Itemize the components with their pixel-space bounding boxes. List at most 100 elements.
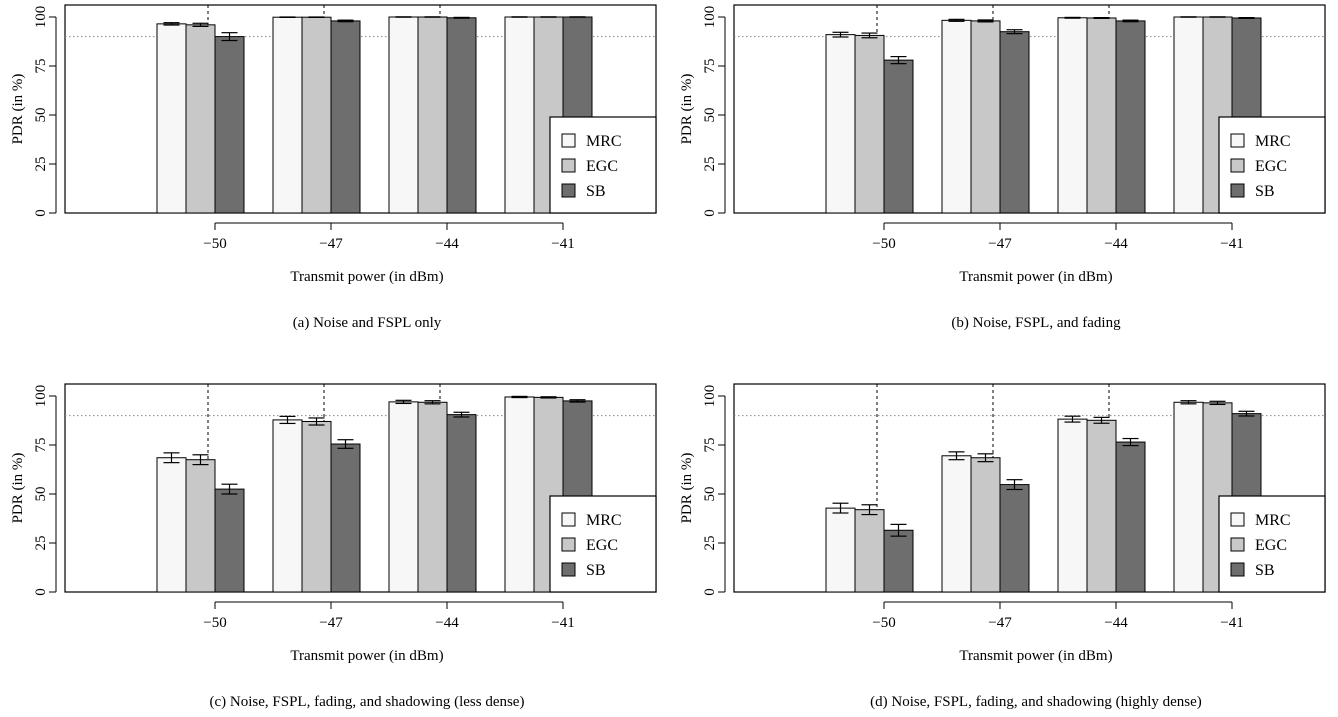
legend-swatch [561,158,576,173]
x-tick-label: −44 [1104,615,1128,631]
bar-mrc [941,455,972,593]
error-bar-sb [453,411,470,418]
bar-mrc [156,23,187,214]
error-bar-mrc [948,451,965,461]
error-bar-mrc [1180,400,1197,405]
bar-egc [854,509,885,593]
error-bar-sb [453,16,470,19]
bar-egc [1086,17,1117,214]
legend-swatch [1230,537,1245,552]
legend-item-mrc: MRC [561,133,622,150]
x-tick-label: −41 [1220,615,1243,631]
error-bar-egc [861,32,878,39]
bar-mrc [825,34,856,214]
error-bar-sb [1006,29,1023,35]
chart-panel-d: 0 25 50 75 100 PDR (in %) −50 −47 −44 −41 Transmit… [679,383,1326,710]
bar-mrc [1173,401,1204,593]
legend-label: EGC [1255,537,1287,554]
caption: (c) Noise, FSPL, fading, and shadowing (… [210,694,525,710]
legend-swatch [561,537,576,552]
y-axis-title: PDR (in %) [10,453,26,524]
y-tick-label: 75 [33,438,49,453]
bar-sb [446,17,477,214]
y-tick-label: 100 [702,6,718,29]
x-tick-label: −50 [872,236,895,252]
legend-item-mrc: MRC [1230,133,1291,150]
x-tick-label: −41 [551,236,574,252]
error-bar-sb [1122,437,1139,447]
x-tick-label: −41 [551,615,574,631]
bar-sb [1115,20,1146,214]
x-tick-label: −44 [1104,236,1128,252]
bar-mrc [272,419,303,593]
bar-sb [1115,441,1146,593]
y-tick-label: 75 [33,59,49,74]
error-bar-sb [569,399,586,403]
legend-swatch [1230,512,1245,527]
error-bar-egc [1093,416,1110,424]
legend-item-egc: EGC [561,158,618,175]
legend-swatch [561,133,576,148]
bar-mrc [504,16,535,214]
bar-egc [970,457,1001,593]
x-axis-title: Transmit power (in dBm) [959,269,1112,285]
bar-mrc [388,16,419,214]
bar-sb [446,414,477,593]
bar-sb [214,488,245,593]
error-bar-mrc [163,452,180,464]
caption: (a) Noise and FSPL only [293,315,442,331]
bar-sb [883,59,914,214]
y-tick-label: 75 [702,438,718,453]
x-tick-label: −47 [319,236,343,252]
legend: MRC EGC SB [1218,116,1326,214]
bar-egc [301,420,332,593]
bar-mrc [1173,16,1204,214]
error-bar-egc [1209,400,1226,406]
bar-egc [854,34,885,214]
error-bar-egc [424,400,441,405]
x-axis-title: Transmit power (in dBm) [290,269,443,285]
error-bar-mrc [1064,415,1081,423]
legend-label: MRC [586,512,622,529]
y-tick-label: 25 [702,157,718,172]
error-bar-sb [890,523,907,537]
y-tick-label: 100 [33,385,49,408]
error-bar-sb [337,439,354,449]
x-axis-title: Transmit power (in dBm) [959,648,1112,664]
error-bar-egc [1093,16,1110,19]
error-bar-mrc [163,22,180,26]
error-bar-mrc [832,31,849,38]
legend: MRC EGC SB [1218,495,1326,593]
x-tick-label: −50 [872,615,895,631]
bar-egc [417,401,448,593]
legend: MRC EGC SB [549,116,657,214]
legend-swatch [561,562,576,577]
legend-label: SB [1255,562,1275,579]
legend-label: EGC [1255,158,1287,175]
error-bar-sb [1122,19,1139,23]
x-tick-label: −47 [319,615,343,631]
error-bar-egc [192,22,209,28]
legend-label: EGC [586,537,618,554]
bar-egc [417,16,448,214]
legend-label: SB [1255,183,1275,200]
y-axis-title: PDR (in %) [679,453,695,524]
legend-label: MRC [1255,133,1291,150]
bar-mrc [156,457,187,593]
y-tick-label: 100 [702,385,718,408]
y-tick-label: 25 [702,536,718,551]
bar-sb [330,20,361,214]
y-tick-label: 25 [33,536,49,551]
legend-label: EGC [586,158,618,175]
error-bar-egc [540,396,557,399]
y-tick-label: 100 [33,6,49,29]
x-tick-label: −44 [435,236,459,252]
legend-item-mrc: MRC [1230,512,1291,529]
x-tick-label: −44 [435,615,459,631]
bar-sb [999,484,1030,593]
error-bar-egc [977,19,994,23]
y-axis-title: PDR (in %) [10,74,26,145]
error-bar-sb [1006,479,1023,491]
y-tick-label: 50 [33,108,49,123]
bar-mrc [504,396,535,593]
